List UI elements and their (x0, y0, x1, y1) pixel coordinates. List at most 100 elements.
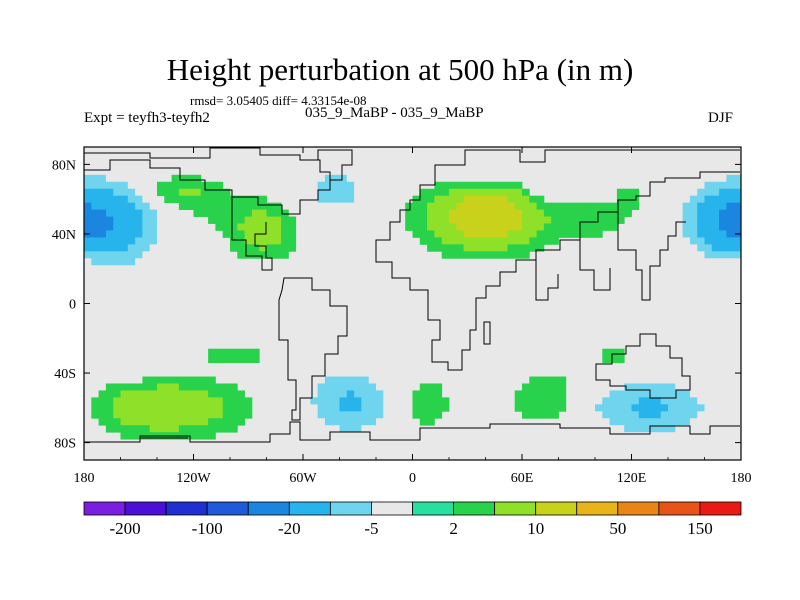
anomaly-cell (711, 216, 720, 224)
anomaly-cell (157, 397, 165, 405)
anomaly-cell (113, 383, 121, 391)
anomaly-cell (215, 188, 224, 197)
anomaly-cell (463, 251, 472, 259)
anomaly-cell (105, 258, 114, 266)
anomaly-cell (522, 223, 530, 231)
anomaly-cell (186, 411, 194, 419)
anomaly-cell (587, 397, 596, 405)
anomaly-cell (237, 195, 245, 204)
coastline-greenland (300, 149, 353, 181)
anomaly-cell (303, 376, 311, 384)
anomaly-cell (164, 383, 172, 391)
anomaly-cell (171, 376, 180, 384)
anomaly-cell (164, 397, 172, 405)
anomaly-cell (689, 237, 698, 245)
anomaly-cell (507, 216, 516, 224)
anomaly-cell (149, 230, 158, 238)
anomaly-cell (113, 390, 121, 398)
x-tick-label: 60W (289, 471, 317, 486)
anomaly-cell (113, 258, 121, 266)
anomaly-cell (580, 230, 589, 238)
anomaly-cell (719, 223, 727, 231)
anomaly-cell (142, 258, 151, 266)
anomaly-cell (529, 230, 537, 238)
anomaly-cell (470, 195, 479, 204)
anomaly-cell (215, 181, 224, 190)
anomaly-cell (317, 181, 326, 190)
anomaly-cell (689, 397, 698, 405)
anomaly-cell (602, 404, 610, 412)
anomaly-cell (354, 432, 362, 440)
anomaly-cell (449, 188, 457, 197)
anomaly-cell (631, 418, 640, 426)
anomaly-cell (368, 181, 377, 190)
anomaly-cell (646, 418, 654, 426)
anomaly-cell (113, 181, 121, 190)
anomaly-cell (412, 411, 421, 419)
anomaly-cell (208, 195, 216, 204)
anomaly-cell (105, 174, 114, 183)
anomaly-cell (266, 230, 275, 238)
anomaly-cell (602, 209, 610, 217)
chart-title: Height perturbation at 500 hPa (in m) (166, 52, 634, 87)
anomaly-cell (543, 160, 552, 169)
anomaly-cell (135, 411, 143, 419)
anomaly-cell (339, 432, 348, 440)
anomaly-cell (142, 376, 151, 384)
anomaly-cell (412, 216, 421, 224)
anomaly-cell (324, 181, 333, 190)
anomaly-cell (303, 418, 311, 426)
anomaly-cell (551, 188, 559, 197)
anomaly-cell (332, 432, 340, 440)
anomaly-cell (697, 188, 705, 197)
anomaly-cell (346, 432, 355, 440)
anomaly-cell (668, 397, 676, 405)
anomaly-cell (580, 404, 589, 412)
anomaly-cell (675, 397, 683, 405)
anomaly-cell (711, 265, 720, 273)
anomaly-cell (135, 390, 143, 398)
anomaly-cell (733, 216, 742, 224)
anomaly-cell (441, 230, 450, 238)
anomaly-cell (704, 195, 713, 204)
anomaly-cell (200, 188, 209, 197)
anomaly-cell (354, 390, 362, 398)
anomaly-cell (368, 425, 377, 433)
anomaly-cell (595, 425, 603, 433)
anomaly-cell (84, 188, 92, 197)
anomaly-cell (105, 181, 114, 190)
anomaly-cell (682, 223, 691, 231)
anomaly-cell (324, 195, 333, 204)
anomaly-cell (339, 390, 348, 398)
anomaly-cell (726, 181, 735, 190)
anomaly-cell (244, 195, 253, 204)
anomaly-cell (543, 174, 552, 183)
anomaly-cell (704, 390, 713, 398)
coastline-north-america (84, 147, 331, 215)
anomaly-cell (164, 181, 172, 190)
anomaly-cell (427, 230, 435, 238)
anomaly-cell (419, 209, 428, 217)
anomaly-cell (193, 390, 202, 398)
anomaly-cell (332, 202, 340, 210)
anomaly-cell (624, 397, 632, 405)
anomaly-cell (84, 244, 92, 252)
anomaly-cell (361, 362, 370, 370)
anomaly-cell (105, 272, 114, 280)
anomaly-cell (419, 390, 428, 398)
anomaly-cell (675, 223, 683, 231)
coastline-central-america (231, 197, 273, 271)
anomaly-cell (587, 418, 596, 426)
anomaly-cell (514, 251, 523, 259)
anomaly-cell (522, 202, 530, 210)
anomaly-cell (543, 411, 552, 419)
anomaly-cell (492, 202, 501, 210)
anomaly-cell (332, 174, 340, 183)
anomaly-cell (142, 418, 151, 426)
anomaly-cell (602, 390, 610, 398)
anomaly-cell (200, 411, 209, 419)
anomaly-cell (441, 397, 450, 405)
anomaly-cell (157, 411, 165, 419)
anomaly-cell (711, 237, 720, 245)
anomaly-cell (127, 272, 136, 280)
